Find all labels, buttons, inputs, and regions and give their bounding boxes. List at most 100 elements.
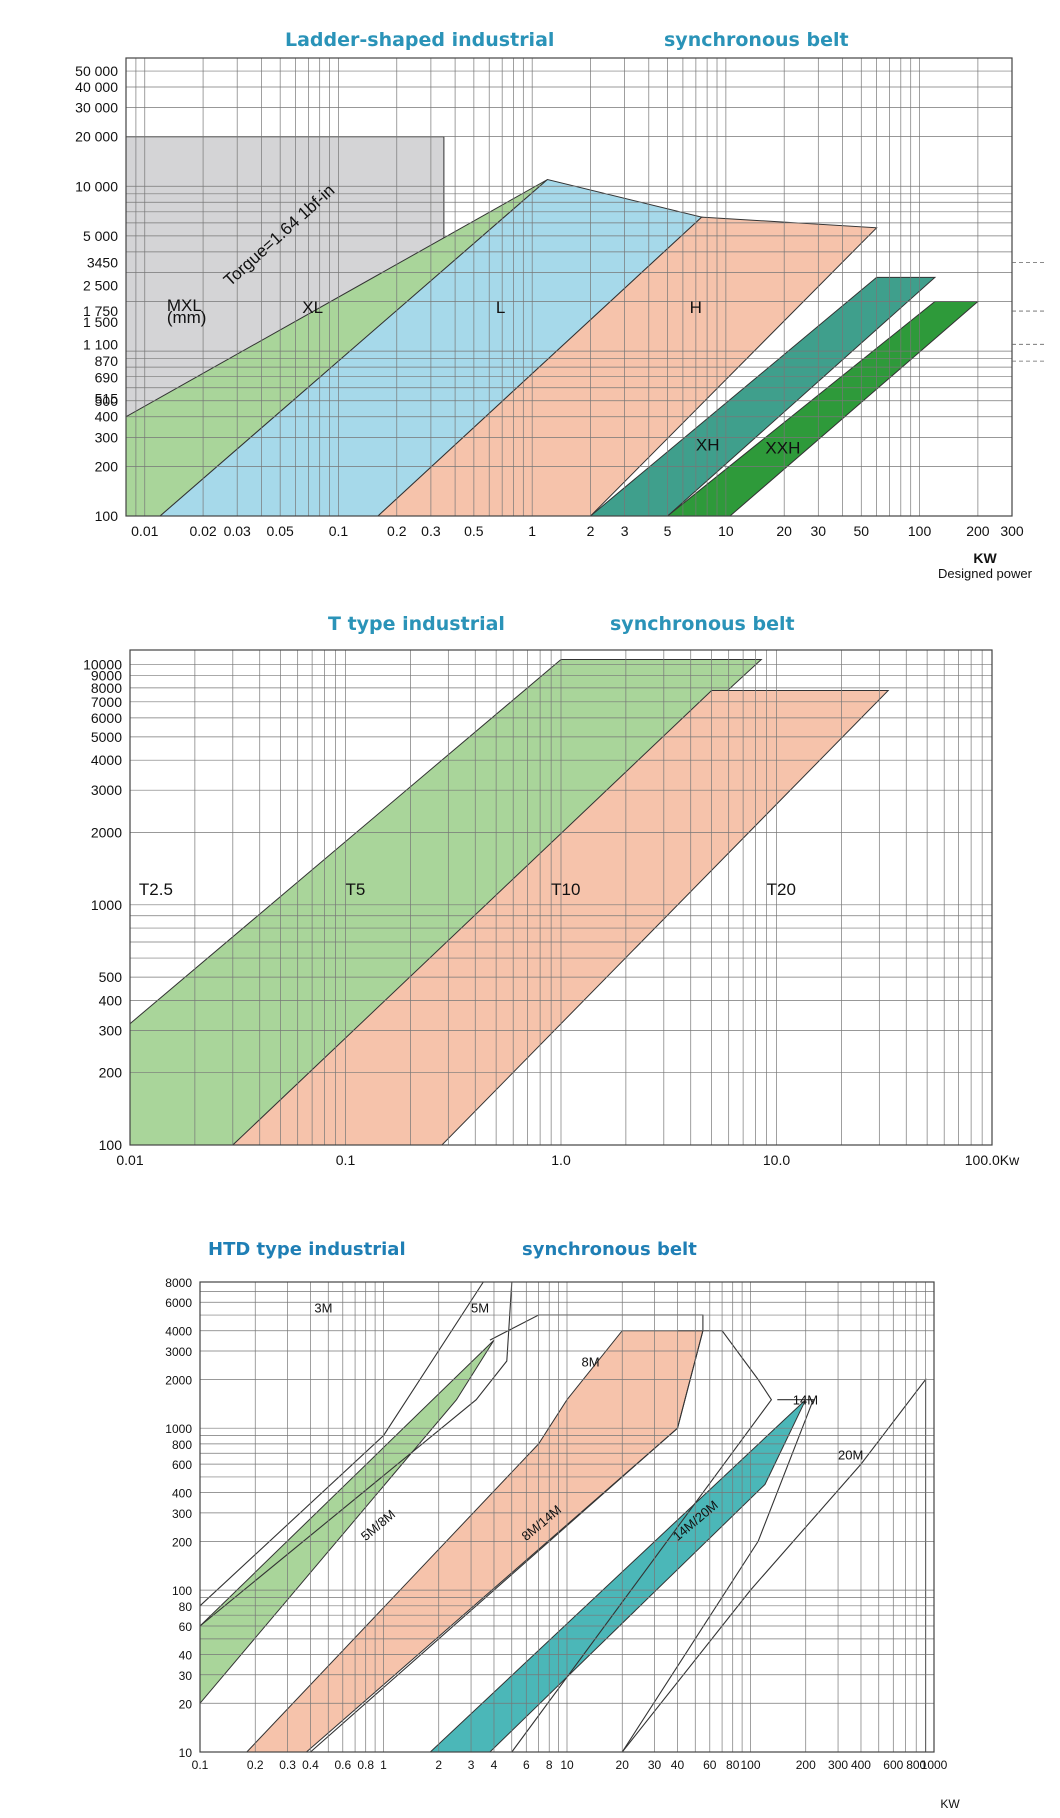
x-tick-label: 1000 (921, 1758, 948, 1772)
y-tick-label: 50 000 (75, 63, 118, 79)
x-tick-label: 0.3 (279, 1758, 296, 1772)
chart3-title-right: synchronous belt (522, 1239, 697, 1260)
label-t10: T10 (551, 880, 580, 899)
plot-frame (129, 649, 993, 1146)
y-tick-label: 20 000 (75, 129, 118, 145)
label-20m: 20M (838, 1448, 863, 1463)
ladder-belt-chart: Ladder-shaped industrial synchronous bel… (75, 29, 1045, 581)
y-tick-label: 1 100 (83, 336, 118, 352)
label-xl: XL (302, 298, 323, 317)
label-5m: 5M (471, 1300, 489, 1315)
chart1-region-labels: MXL(mm) XL L H XH XXH (167, 296, 801, 457)
y-tick-label: 40 (179, 1649, 193, 1663)
y-tick-label: 2000 (165, 1373, 192, 1387)
y-tick-label: 515 (95, 391, 119, 407)
y-tick-label: 200 (99, 1065, 123, 1081)
x-tick-label: 60 (703, 1758, 717, 1772)
chart1-title-left: Ladder-shaped industrial (285, 29, 554, 51)
y-tick-label: 400 (95, 409, 119, 425)
label-14m: 14M (793, 1393, 818, 1408)
label--mm-: (mm) (167, 308, 207, 327)
y-tick-label: 8000 (91, 680, 122, 696)
label-t2-5: T2.5 (139, 880, 173, 899)
x-tick-label: 800 (906, 1758, 926, 1772)
y-tick-label: 300 (99, 1022, 123, 1038)
x-tick-label: 100 (740, 1758, 760, 1772)
t-type-belt-chart: T type industrial synchronous belt 1000 0… (83, 613, 1020, 1168)
y-tick-label: 5 000 (83, 228, 118, 244)
y-tick-label: 4000 (165, 1325, 192, 1339)
x-tick-label: 20 (776, 523, 792, 539)
x-tick-label: 10 (560, 1758, 574, 1772)
y-tick-label: 100 (95, 508, 119, 524)
label-t5: T5 (346, 880, 366, 899)
chart3-xlabel: KW (940, 1797, 960, 1811)
x-tick-label: 100.0Kw (965, 1152, 1020, 1168)
y-tick-label: 4000 (91, 752, 122, 768)
x-tick-label: 0.2 (387, 523, 407, 539)
y-tick-label: 800 (172, 1438, 192, 1452)
x-tick-label: 0.1 (336, 1152, 356, 1168)
y-tick-label: 8000 (165, 1276, 192, 1290)
x-tick-label: 0.03 (224, 523, 251, 539)
chart2-title-right: synchronous belt (610, 613, 795, 635)
y-tick-label: 600 (172, 1458, 192, 1472)
label-3m: 3M (314, 1300, 332, 1315)
y-tick-label: 5000 (91, 729, 122, 745)
y-tick-label: 80 (179, 1600, 193, 1614)
y-tick-label: 1 750 (83, 303, 118, 319)
chart2-title-left: T type industrial (328, 613, 505, 635)
label-t20: T20 (767, 880, 796, 899)
y-tick-label: 60 (179, 1620, 193, 1634)
x-tick-label: 0.8 (357, 1758, 374, 1772)
curve-20m (621, 1399, 815, 1753)
y-tick-label: 1 500 (83, 314, 118, 330)
y-tick-label: 200 (95, 458, 119, 474)
x-tick-label: 30 (811, 523, 827, 539)
x-tick-label: 10.0 (763, 1152, 790, 1168)
x-tick-label: 200 (796, 1758, 816, 1772)
label-5m-8m: 5M/8M (358, 1507, 398, 1544)
label-xxh: XXH (765, 438, 800, 457)
x-tick-label: 1 (380, 1758, 387, 1772)
y-tick-label: 7000 (91, 694, 122, 710)
x-tick-label: 2 (587, 523, 595, 539)
y-tick-label: 300 (172, 1507, 192, 1521)
y-tick-label: 6000 (165, 1296, 192, 1310)
y-tick-label: 10 (179, 1746, 193, 1760)
x-tick-label: 0.01 (116, 1152, 143, 1168)
plot-frame (125, 57, 1013, 517)
y-tick-label: 1000 (165, 1422, 192, 1436)
y-tick-label: 2 500 (83, 278, 118, 294)
x-tick-label: 100 (908, 523, 932, 539)
y-tick-label: 400 (99, 992, 123, 1008)
x-tick-label: 80 (726, 1758, 740, 1772)
curve-8m (310, 1314, 704, 1753)
y-tick-label: 300 (95, 429, 119, 445)
chart1-xlabel-sub: Designed power (938, 566, 1033, 581)
y-tick-label: 100 (99, 1137, 123, 1153)
chart2-regions (129, 659, 890, 1146)
x-tick-label: 2 (435, 1758, 442, 1772)
chart3-x-ticks: 0.1 0.2 0.3 0.4 0.6 0.8 1 2 3 4 6 8 10 20 30 40 60 80 100 2… (192, 1758, 948, 1772)
htd-belt-chart: HTD type industrial synchronous belt 800… (165, 1239, 960, 1811)
label-xh: XH (696, 435, 720, 454)
x-tick-label: 30 (648, 1758, 662, 1772)
y-tick-label: 6000 (91, 710, 122, 726)
y-tick-label: 200 (172, 1535, 192, 1549)
y-tick-label: 3450 (87, 254, 118, 270)
x-tick-label: 600 (883, 1758, 903, 1772)
chart2-region-labels: T2.5 T5 T10 T20 (139, 880, 796, 899)
y-tick-label: 500 (99, 969, 123, 985)
y-tick-label: 1000 (91, 897, 122, 913)
y-tick-label: 20 (179, 1697, 193, 1711)
y-tick-label: 690 (95, 370, 119, 386)
x-tick-label: 3 (621, 523, 629, 539)
x-tick-label: 3 (468, 1758, 475, 1772)
chart3-grid (199, 1281, 935, 1753)
y-tick-label: 9000 (91, 668, 122, 684)
y-tick-label: 3000 (165, 1345, 192, 1359)
x-tick-label: 8 (546, 1758, 553, 1772)
chart1-title-right: synchronous belt (664, 29, 849, 51)
